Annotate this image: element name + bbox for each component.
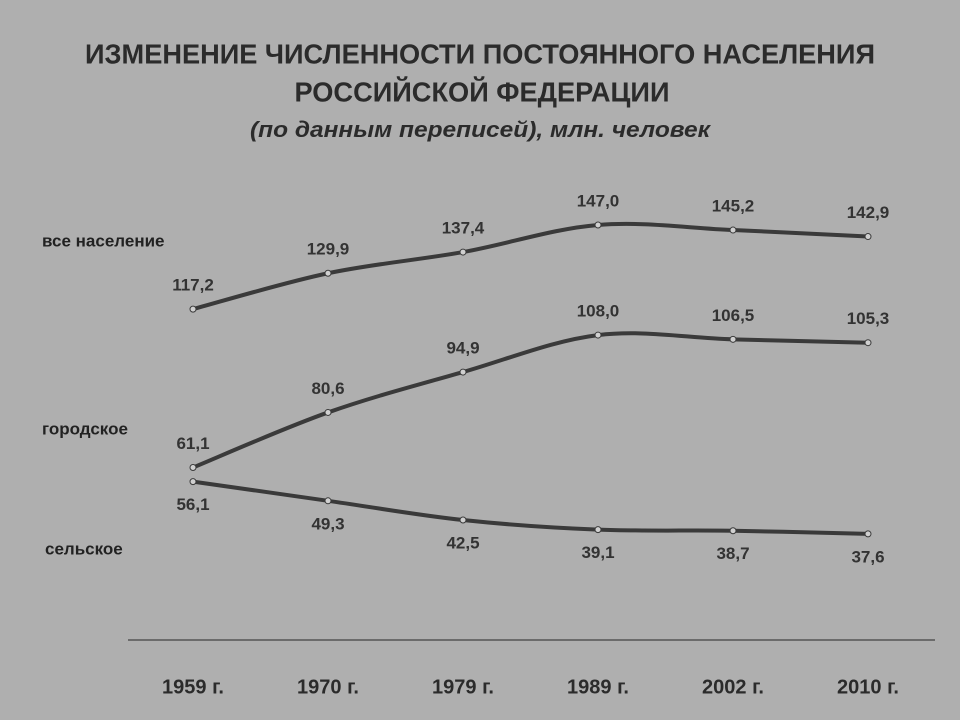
data-label: 61,1 (176, 434, 209, 453)
data-label: 38,7 (716, 544, 749, 563)
point (594, 526, 602, 534)
point (729, 527, 737, 535)
point (324, 497, 332, 505)
chart-title: РОССИЙСКОЙ ФЕДЕРАЦИИ (295, 75, 670, 107)
data-label: 147,0 (577, 191, 620, 210)
point (864, 233, 872, 241)
series-line (191, 221, 870, 312)
data-label: 117,2 (172, 276, 214, 295)
data-label: 39,1 (581, 543, 614, 562)
data-label: 145,2 (712, 197, 755, 216)
data-label: 137,4 (442, 219, 485, 238)
point (459, 368, 467, 376)
chart-subtitle: (по данным переписей), млн. человек (250, 117, 712, 142)
x-tick-label: 1959 г. (162, 676, 224, 698)
series-label: сельское (45, 539, 123, 558)
data-label: 106,5 (712, 306, 755, 325)
point (729, 335, 737, 343)
point (189, 478, 197, 486)
chart-title: ИЗМЕНЕНИЕ ЧИСЛЕННОСТИ ПОСТОЯННОГО НАСЕЛЕ… (85, 38, 875, 69)
point (594, 221, 602, 229)
data-label: 56,1 (176, 495, 209, 514)
data-label: 42,5 (446, 533, 479, 552)
data-label: 80,6 (311, 379, 344, 398)
data-label: 49,3 (311, 514, 344, 533)
point (324, 269, 332, 277)
data-label: 105,3 (847, 309, 890, 328)
series-label: городское (42, 419, 128, 438)
point (189, 305, 197, 313)
point (729, 226, 737, 234)
data-label: 129,9 (307, 240, 350, 259)
point (594, 331, 602, 339)
point (864, 339, 872, 347)
x-tick-label: 2002 г. (702, 676, 764, 698)
x-tick-label: 1989 г. (567, 676, 629, 698)
series-line (191, 331, 870, 470)
point (864, 530, 872, 538)
series-line (191, 479, 870, 536)
point (459, 248, 467, 256)
point (459, 516, 467, 524)
data-label: 37,6 (851, 547, 884, 566)
point (189, 463, 197, 471)
series-label: все население (42, 231, 165, 250)
data-label: 94,9 (446, 339, 479, 358)
x-tick-label: 1979 г. (432, 676, 494, 698)
point (324, 408, 332, 416)
x-tick-label: 2010 г. (837, 676, 899, 698)
data-label: 142,9 (847, 203, 890, 222)
data-label: 108,0 (577, 302, 620, 321)
x-tick-label: 1970 г. (297, 676, 359, 698)
